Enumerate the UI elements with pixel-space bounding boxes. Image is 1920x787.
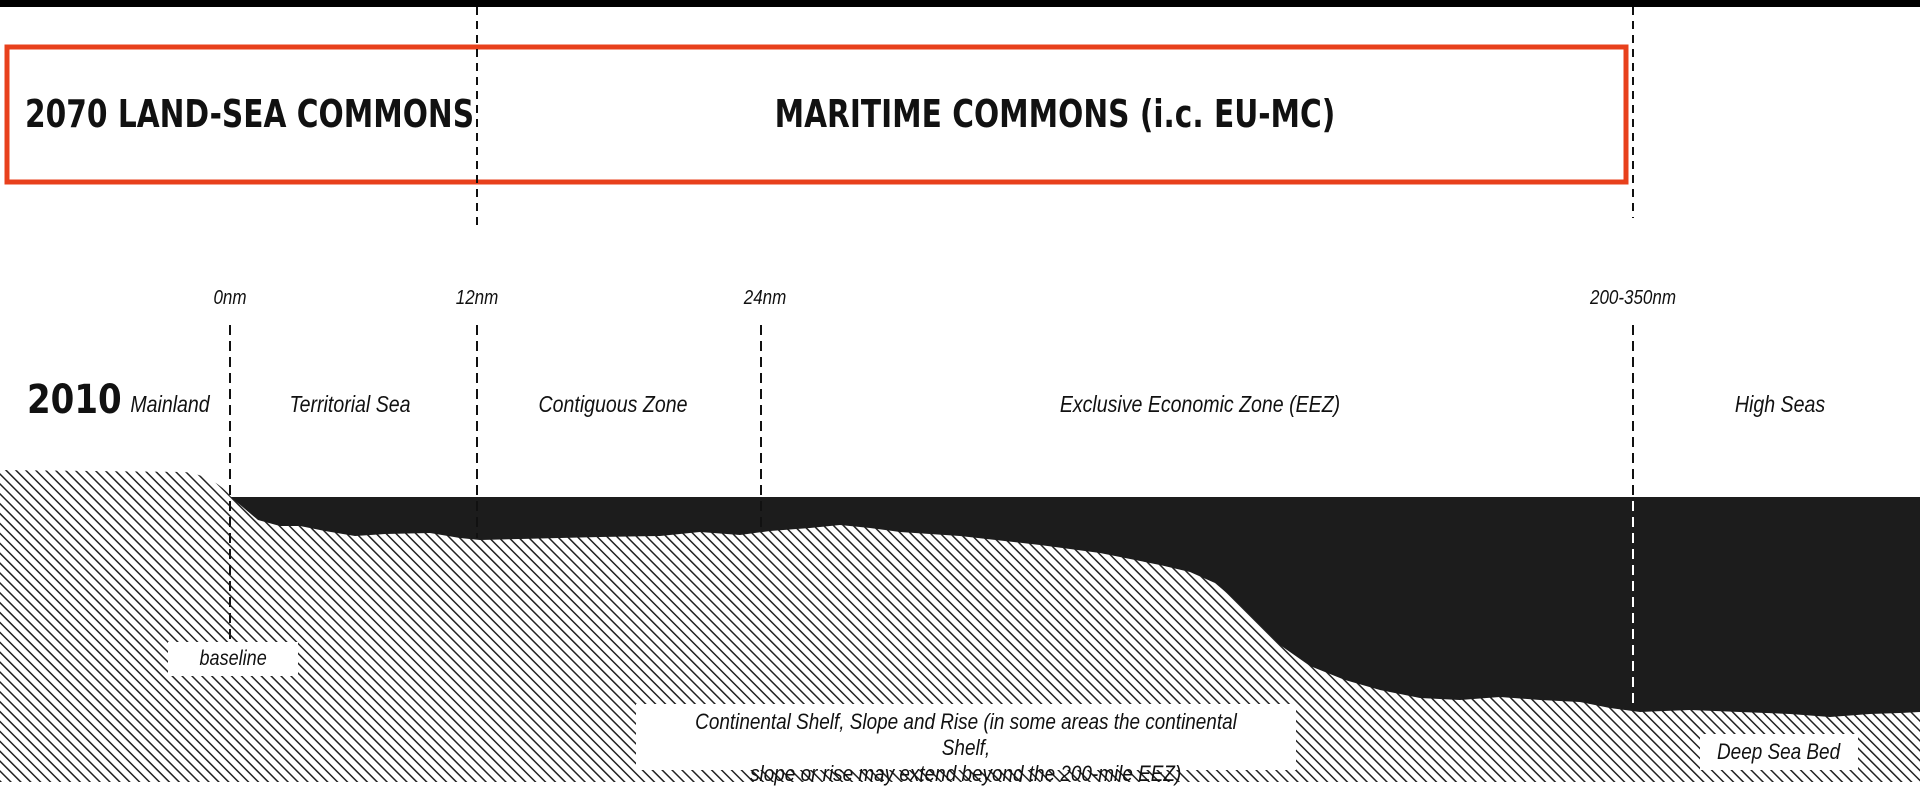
zone-mainland: Mainland xyxy=(130,391,210,417)
year-label: 2010 xyxy=(27,377,122,423)
deep-sea-bed-label: Deep Sea Bed xyxy=(1700,734,1858,770)
seabed-profile xyxy=(0,470,1920,782)
maritime-commons-title: MARITIME COMMONS (i.c. EU-MC) xyxy=(774,92,1336,136)
zone-eez: Exclusive Economic Zone (EEZ) xyxy=(1059,391,1341,417)
marker-0nm: 0nm xyxy=(213,287,247,309)
commons-frame xyxy=(4,44,1629,185)
marker-200-350nm: 200-350nm xyxy=(1589,287,1677,309)
top-black-bar xyxy=(0,0,1920,7)
land-sea-commons-title: 2070 LAND-SEA COMMONS xyxy=(25,92,475,136)
baseline-label: baseline xyxy=(168,642,298,676)
zone-high-seas: High Seas xyxy=(1734,391,1826,417)
marker-12nm: 12nm xyxy=(455,287,499,309)
zone-contiguous: Contiguous Zone xyxy=(538,391,688,417)
continental-shelf-label: Continental Shelf, Slope and Rise (in so… xyxy=(636,704,1296,786)
marker-24nm: 24nm xyxy=(743,287,787,309)
zone-territorial-sea: Territorial Sea xyxy=(289,391,411,417)
